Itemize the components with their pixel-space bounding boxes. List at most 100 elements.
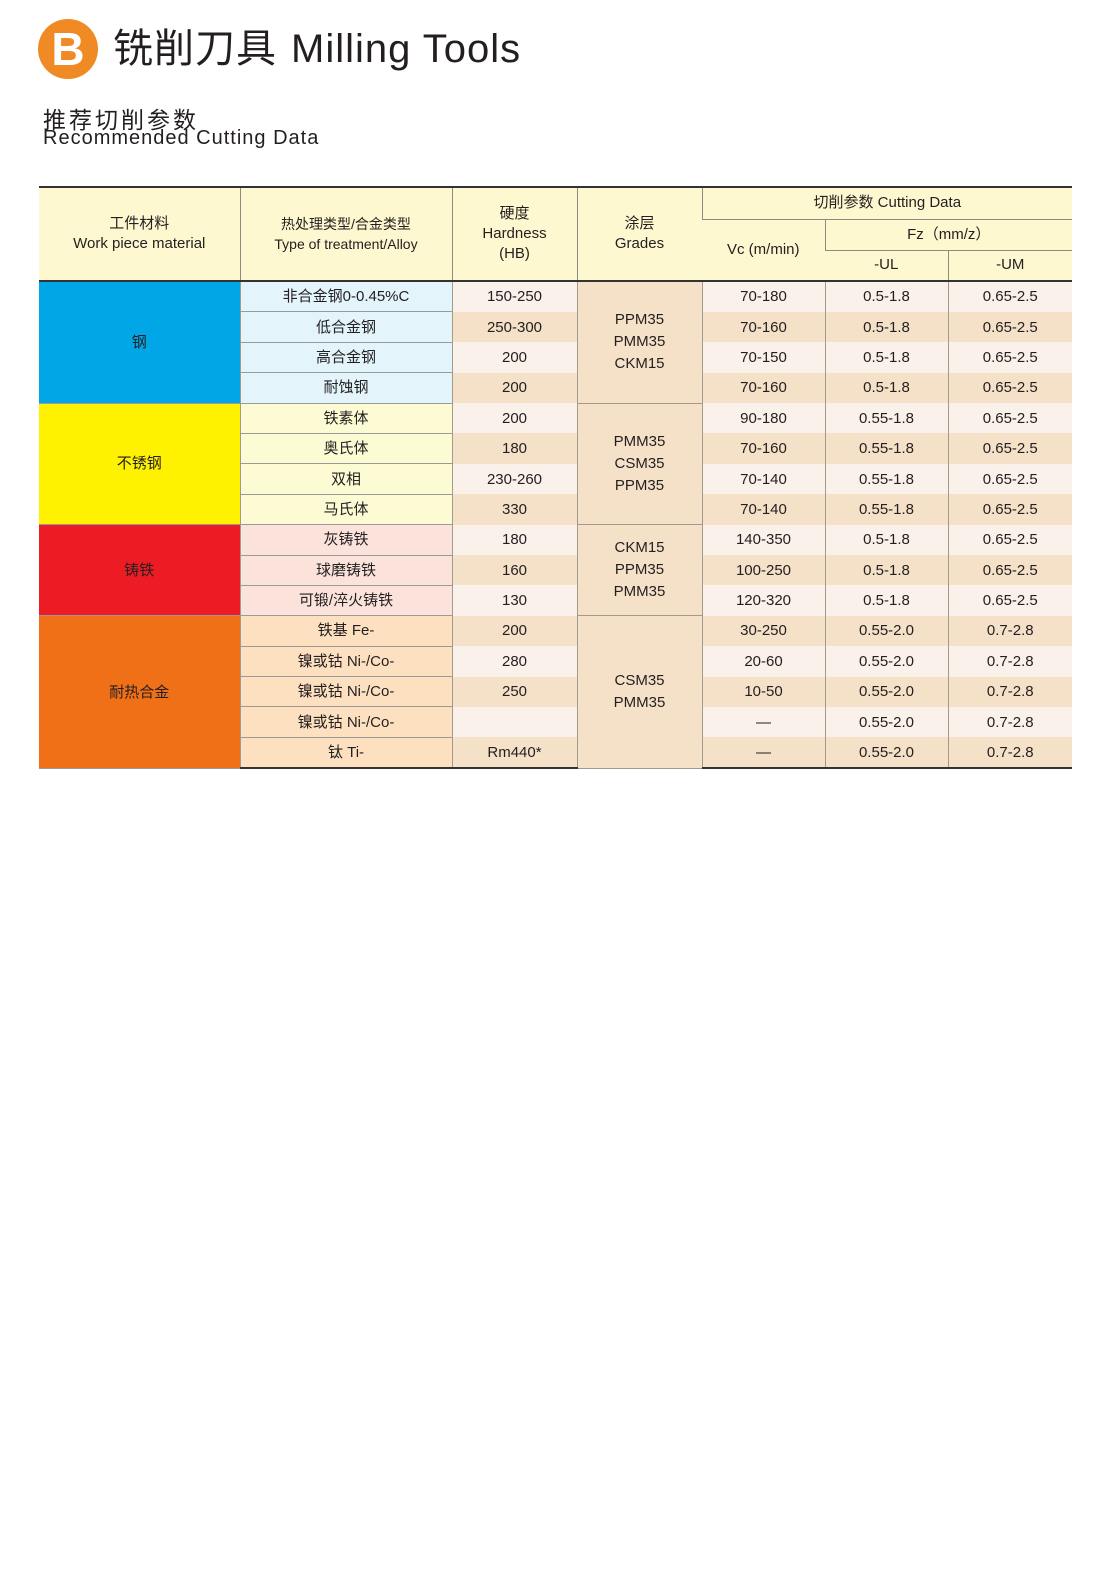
fz-ul-cell: 0.55-2.0 (824, 646, 948, 677)
hardness-cell: 180 (451, 524, 577, 556)
fz-ul-cell: 0.5-1.8 (824, 372, 948, 404)
table-row: 双相 230-260 70-140 0.55-1.8 0.65-2.5 (39, 463, 1073, 495)
fz-um-cell: 0.7-2.8 (947, 706, 1073, 738)
vc-cell: 90-180 (701, 403, 825, 434)
vc-cell: — (701, 737, 825, 770)
table-row: 钢非合金钢0-0.45%C 150-250 PPM35 PMM35 CKM15 70-18… (39, 281, 1073, 404)
grade-label: PMM35 (613, 583, 666, 601)
table-row: 耐热合金 铁基 Fe- 200 CSM35 PMM35 30-250 0.55-2.0 0.7… (39, 615, 1073, 769)
fz-ul-cell: 0.55-2.0 (824, 706, 948, 738)
header-hardness-en: Hardness (482, 225, 547, 242)
header-ul: -UL (825, 250, 948, 282)
grade-label: PMM35 (613, 432, 666, 450)
grade-label: CSM35 (614, 454, 665, 472)
table-row: 马氏体 330 70-140 0.55-1.8 0.65-2.5 (39, 494, 1073, 526)
grades-cell: PPM35 PMM35 CKM15 (576, 281, 702, 404)
fz-um-cell: 0.65-2.5 (947, 342, 1073, 373)
vc-cell: 20-60 (701, 646, 825, 677)
hardness-cell: 280 (451, 646, 577, 677)
header-hardness-cn: 硬度 (499, 205, 530, 222)
fz-ul-cell: 0.55-1.8 (824, 463, 948, 495)
hardness-cell: 200 (451, 403, 577, 434)
fz-ul-cell: 0.5-1.8 (824, 311, 948, 343)
hardness-cell: 250 (451, 676, 577, 707)
grades-cell: CSM35 PMM35 (576, 615, 702, 769)
table-row: 高合金钢 200 70-150 0.5-1.8 0.65-2.5 (39, 342, 1073, 374)
hardness-cell: 330 (451, 494, 577, 525)
treatment-type-cell: 高合金钢 (239, 342, 452, 374)
treatment-type-cell: 球磨铸铁 (239, 555, 452, 586)
treatment-type-cell: 铁素体 (239, 403, 452, 434)
cutting-data-table: 工件材料 Work piece material 热处理类型/合金类型 Type o… (39, 186, 1073, 770)
fz-ul-cell: 0.55-2.0 (824, 676, 948, 707)
vc-cell: 10-50 (701, 676, 825, 707)
table-row: 可锻/淬火铸铁 130 120-320 0.5-1.8 0.65-2.5 (39, 585, 1073, 617)
treatment-type-cell: 可锻/淬火铸铁 (239, 585, 452, 617)
fz-um-cell: 0.65-2.5 (947, 463, 1073, 495)
vc-cell: 70-150 (701, 342, 825, 373)
vc-cell: 70-140 (701, 463, 825, 495)
fz-um-cell: 0.65-2.5 (947, 311, 1073, 343)
hardness-cell (451, 706, 577, 738)
treatment-type-cell: 灰铸铁 (239, 524, 452, 556)
fz-ul-cell: 0.5-1.8 (824, 342, 948, 373)
table-row: 镍或钴 Ni-/Co- —0.55-2.0 0.7-2.8 (39, 706, 1073, 738)
header-material-cn: 工件材料 (109, 215, 170, 232)
grade-label: CKM15 (614, 539, 665, 557)
table-body: 钢非合金钢0-0.45%C 150-250 PPM35 PMM35 CKM15 70-18… (39, 281, 1073, 770)
material-cell: 钢 (39, 281, 240, 404)
header-um: -UM (947, 250, 1073, 282)
treatment-type-cell: 低合金钢 (239, 311, 452, 343)
grade-label: CKM15 (614, 355, 665, 373)
header-cutting-data: 切削参数 Cutting Data (701, 186, 1073, 220)
hardness-cell: 230-260 (451, 463, 577, 495)
table-row: 奥氏体 180 70-160 0.55-1.8 0.65-2.5 (39, 433, 1073, 465)
fz-ul-cell: 0.55-1.8 (824, 494, 948, 525)
header-grades-en: Grades (614, 235, 665, 252)
fz-ul-cell: 0.5-1.8 (824, 585, 948, 616)
table-row: 不锈钢 铁素体 200 PMM35 CSM35 PPM35 90-180 0.55-1.8 0.… (39, 403, 1073, 526)
treatment-type-cell: 铁基 Fe- (239, 615, 452, 647)
title-cn: 铣削刀具 (113, 27, 277, 71)
vc-cell: 100-250 (701, 555, 825, 586)
table-row: 镍或钴 Ni-/Co- 250 10-50 0.55-2.0 0.7-2.8 (39, 676, 1073, 708)
grades-cell: PMM35 CSM35 PPM35 (576, 403, 702, 526)
fz-ul-cell: 0.5-1.8 (824, 524, 948, 556)
fz-um-cell: 0.65-2.5 (947, 433, 1073, 464)
material-cell: 耐热合金 (39, 615, 240, 769)
fz-um-cell: 0.65-2.5 (947, 524, 1073, 556)
header-type-en: Type of treatment/Alloy (274, 236, 418, 252)
header-type-cn: 热处理类型/合金类型 (281, 216, 411, 232)
hardness-cell: 200 (451, 615, 577, 647)
title-en: Milling Tools (291, 27, 522, 71)
material-cell: 铸铁 (39, 524, 240, 617)
table-row: 镍或钴 Ni-/Co- 280 20-60 0.55-2.0 0.7-2.8 (39, 646, 1073, 678)
fz-um-cell: 0.65-2.5 (947, 281, 1073, 312)
vc-cell: 140-350 (701, 524, 825, 556)
hardness-cell: Rm440* (451, 737, 577, 770)
fz-um-cell: 0.65-2.5 (947, 555, 1073, 586)
material-cell: 不锈钢 (39, 403, 240, 526)
fz-um-cell: 0.7-2.8 (947, 737, 1073, 770)
grade-label: PMM35 (613, 333, 666, 351)
fz-ul-cell: 0.5-1.8 (824, 281, 948, 312)
treatment-type-cell: 钛 Ti- (239, 737, 452, 770)
grade-label: CSM35 (614, 672, 665, 690)
page-title: 铣削刀具 Milling Tools (113, 24, 521, 74)
fz-ul-cell: 0.55-2.0 (824, 737, 948, 770)
vc-cell: 70-140 (701, 494, 825, 525)
treatment-type-cell: 镍或钴 Ni-/Co- (239, 646, 452, 678)
fz-ul-cell: 0.55-2.0 (824, 615, 948, 647)
section-b-logo: B (38, 19, 98, 79)
vc-cell: 70-160 (701, 311, 825, 343)
header-grades: 涂层 Grades (576, 186, 702, 282)
header-vc: Vc (m/min) (702, 219, 825, 282)
grade-label: PPM35 (614, 476, 665, 494)
grade-label: PPM35 (614, 561, 665, 579)
grade-label: PPM35 (614, 311, 665, 329)
header-hardness: 硬度 Hardness (HB) (451, 186, 577, 282)
vc-cell: — (701, 706, 825, 738)
table-row: 铸铁 灰铸铁 180 CKM15 PPM35 PMM35 140-350 0.5-1.8 0.6… (39, 524, 1073, 617)
vc-cell: 30-250 (701, 615, 825, 647)
fz-um-cell: 0.65-2.5 (947, 372, 1073, 404)
